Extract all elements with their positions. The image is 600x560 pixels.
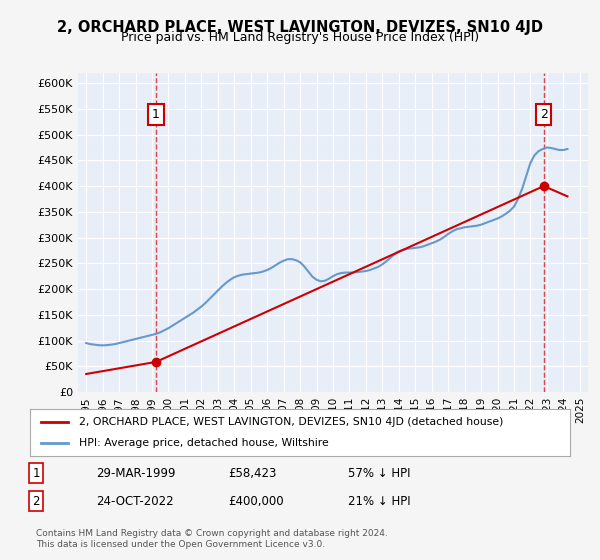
- Text: 2: 2: [32, 494, 40, 508]
- Text: 2, ORCHARD PLACE, WEST LAVINGTON, DEVIZES, SN10 4JD (detached house): 2, ORCHARD PLACE, WEST LAVINGTON, DEVIZE…: [79, 417, 503, 427]
- Text: 21% ↓ HPI: 21% ↓ HPI: [348, 494, 410, 508]
- Text: 2: 2: [540, 108, 548, 121]
- Text: £400,000: £400,000: [228, 494, 284, 508]
- Text: 24-OCT-2022: 24-OCT-2022: [96, 494, 173, 508]
- Text: 1: 1: [152, 108, 160, 121]
- Text: Price paid vs. HM Land Registry's House Price Index (HPI): Price paid vs. HM Land Registry's House …: [121, 31, 479, 44]
- Text: 57% ↓ HPI: 57% ↓ HPI: [348, 466, 410, 480]
- Text: £58,423: £58,423: [228, 466, 277, 480]
- Text: 1: 1: [32, 466, 40, 480]
- Text: HPI: Average price, detached house, Wiltshire: HPI: Average price, detached house, Wilt…: [79, 438, 328, 448]
- Text: 29-MAR-1999: 29-MAR-1999: [96, 466, 176, 480]
- Text: 2, ORCHARD PLACE, WEST LAVINGTON, DEVIZES, SN10 4JD: 2, ORCHARD PLACE, WEST LAVINGTON, DEVIZE…: [57, 20, 543, 35]
- Text: Contains HM Land Registry data © Crown copyright and database right 2024.
This d: Contains HM Land Registry data © Crown c…: [36, 529, 388, 549]
